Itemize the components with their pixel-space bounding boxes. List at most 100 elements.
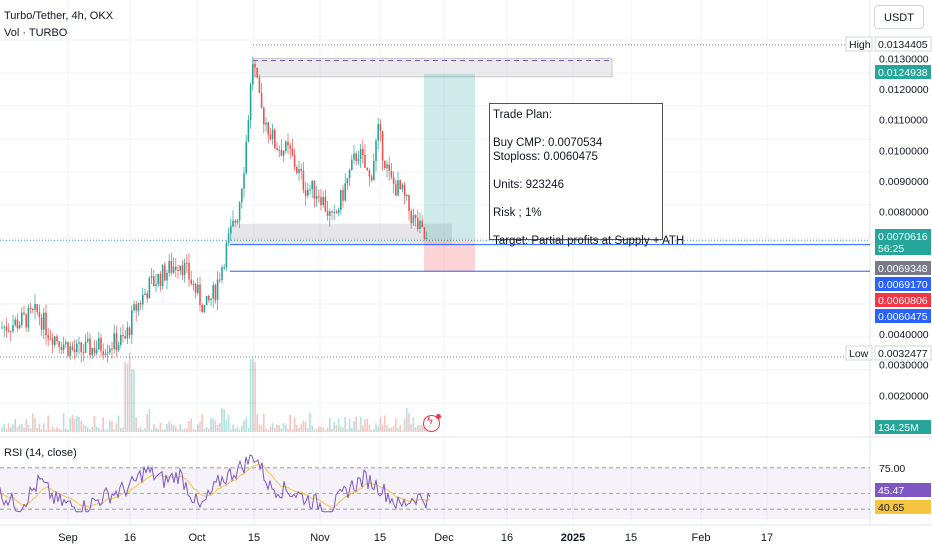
candle[interactable]: [322, 196, 324, 206]
candle[interactable]: [124, 336, 126, 339]
candle[interactable]: [62, 344, 65, 350]
candle[interactable]: [362, 149, 364, 155]
candle[interactable]: [296, 166, 298, 174]
candle[interactable]: [326, 211, 329, 216]
candle[interactable]: [245, 141, 247, 174]
candle[interactable]: [423, 227, 426, 239]
candle[interactable]: [265, 122, 267, 125]
candle[interactable]: [7, 330, 10, 332]
candle[interactable]: [76, 343, 78, 353]
candle[interactable]: [285, 141, 287, 152]
candle[interactable]: [102, 351, 104, 355]
candle[interactable]: [216, 279, 219, 301]
candle[interactable]: [131, 310, 133, 335]
candle[interactable]: [148, 277, 151, 299]
candle[interactable]: [351, 159, 353, 170]
candle[interactable]: [269, 134, 272, 140]
candle[interactable]: [43, 312, 45, 330]
candle[interactable]: [14, 319, 16, 326]
candle[interactable]: [188, 263, 190, 280]
candle[interactable]: [379, 123, 382, 132]
candle[interactable]: [234, 220, 236, 223]
candle[interactable]: [280, 149, 283, 156]
candle[interactable]: [170, 260, 173, 273]
candle[interactable]: [139, 303, 142, 305]
candle[interactable]: [47, 335, 49, 339]
candle[interactable]: [67, 342, 69, 356]
candle[interactable]: [370, 176, 373, 181]
candle[interactable]: [315, 196, 318, 199]
candle[interactable]: [115, 333, 118, 351]
candle[interactable]: [65, 342, 67, 345]
candle[interactable]: [133, 304, 135, 311]
candle[interactable]: [29, 307, 32, 310]
candle[interactable]: [304, 190, 307, 196]
candle[interactable]: [395, 183, 397, 196]
candle[interactable]: [23, 312, 25, 315]
trade-plan-note[interactable]: Trade Plan: Buy CMP: 0.0070534 Stoploss:…: [489, 103, 684, 247]
candle[interactable]: [403, 184, 406, 196]
candle[interactable]: [1, 327, 3, 329]
candle[interactable]: [104, 353, 107, 355]
candle[interactable]: [221, 267, 223, 280]
candle[interactable]: [199, 284, 201, 305]
candle[interactable]: [340, 189, 342, 210]
candle[interactable]: [377, 123, 379, 141]
candle[interactable]: [368, 170, 371, 177]
currency-button[interactable]: USDT: [874, 5, 924, 29]
candle[interactable]: [150, 276, 153, 278]
candle[interactable]: [142, 294, 144, 305]
candle[interactable]: [223, 267, 225, 269]
candle[interactable]: [122, 334, 124, 337]
candle[interactable]: [84, 341, 87, 353]
candle[interactable]: [256, 67, 258, 78]
candle[interactable]: [18, 325, 21, 329]
zone-demand[interactable]: [230, 223, 452, 246]
candle[interactable]: [425, 238, 428, 240]
candle[interactable]: [89, 338, 91, 356]
candle[interactable]: [117, 344, 120, 351]
candle[interactable]: [329, 211, 331, 216]
candle[interactable]: [410, 211, 412, 224]
candle[interactable]: [95, 349, 98, 354]
candle[interactable]: [337, 209, 340, 213]
candle[interactable]: [186, 262, 188, 264]
candle[interactable]: [214, 284, 217, 301]
candle[interactable]: [126, 327, 129, 339]
candle[interactable]: [298, 169, 300, 174]
candle[interactable]: [289, 145, 291, 149]
candle[interactable]: [60, 347, 63, 350]
candle[interactable]: [128, 327, 131, 335]
candle[interactable]: [177, 269, 179, 271]
candle[interactable]: [267, 122, 269, 135]
candle[interactable]: [307, 189, 309, 196]
candle[interactable]: [401, 184, 404, 190]
candle[interactable]: [355, 153, 357, 162]
candle[interactable]: [197, 284, 199, 293]
candle[interactable]: [381, 131, 384, 161]
candle[interactable]: [309, 189, 311, 191]
candle[interactable]: [5, 326, 8, 331]
candle[interactable]: [100, 338, 102, 352]
candle[interactable]: [238, 202, 241, 221]
candle[interactable]: [34, 304, 36, 311]
candle[interactable]: [346, 178, 349, 184]
candle[interactable]: [417, 218, 419, 230]
candle[interactable]: [236, 220, 239, 223]
candle[interactable]: [38, 311, 41, 318]
candle[interactable]: [252, 63, 254, 85]
candle[interactable]: [390, 170, 393, 178]
candle[interactable]: [56, 336, 58, 342]
candle[interactable]: [324, 196, 327, 212]
candle[interactable]: [111, 348, 113, 350]
candle[interactable]: [40, 317, 43, 330]
candle[interactable]: [421, 220, 423, 228]
lightning-icon[interactable]: ϟ: [423, 414, 441, 432]
candle[interactable]: [320, 197, 322, 206]
candle[interactable]: [54, 336, 56, 345]
candle[interactable]: [12, 325, 14, 332]
candle[interactable]: [333, 211, 335, 213]
candle[interactable]: [192, 283, 195, 285]
candle[interactable]: [247, 120, 250, 142]
